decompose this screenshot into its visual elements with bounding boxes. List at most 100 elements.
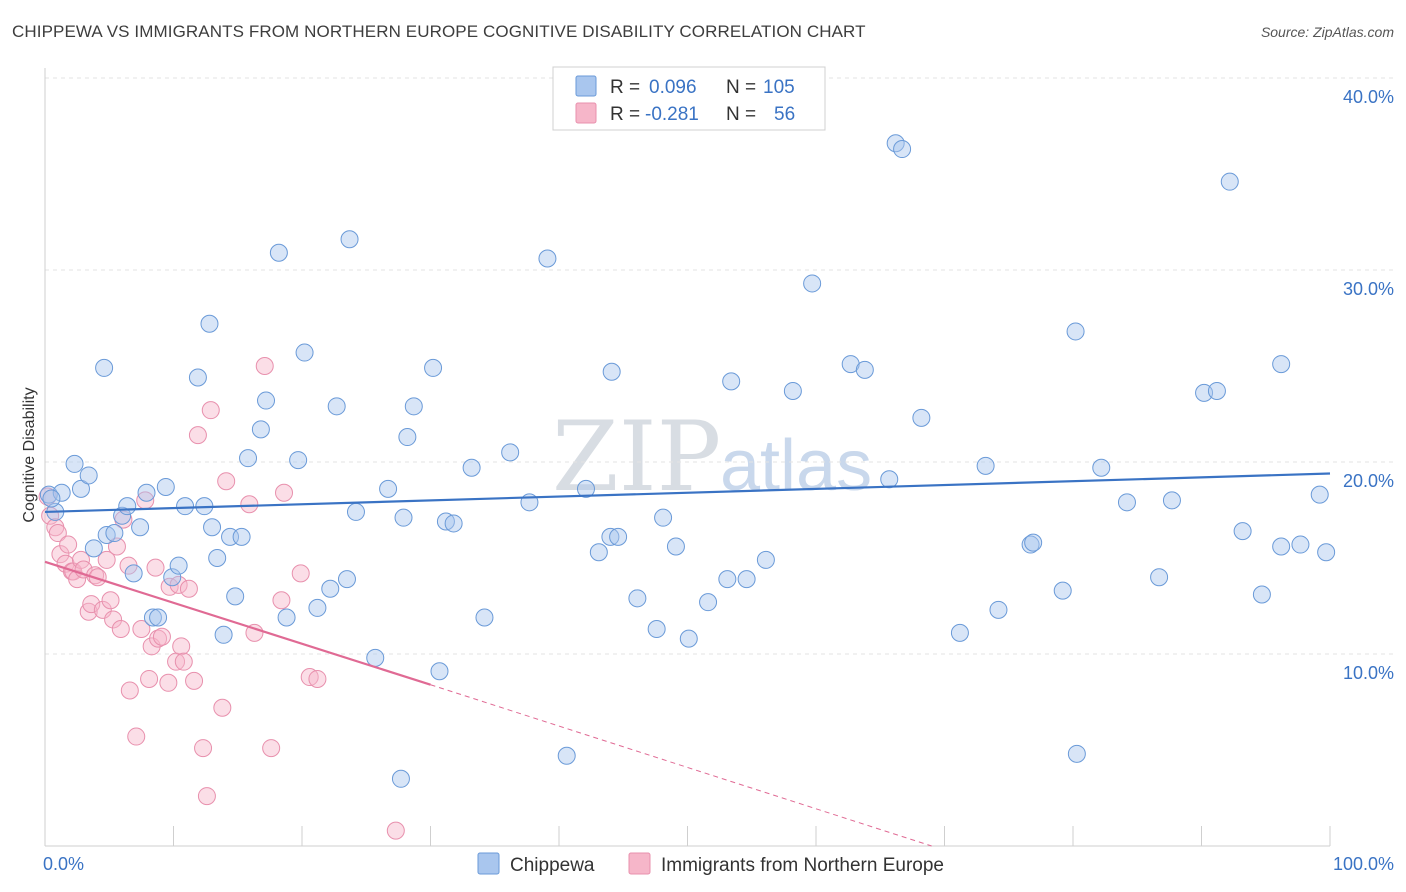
point-immigrants-6: [59, 535, 78, 554]
point-chippewa-34: [277, 608, 296, 627]
point-immigrants-46: [217, 472, 236, 491]
point-chippewa-77: [855, 360, 874, 379]
point-chippewa-66: [654, 508, 673, 527]
y-tick-label-3: 40.0%: [1343, 87, 1394, 107]
point-chippewa-72: [737, 570, 756, 589]
point-chippewa-21: [188, 368, 207, 387]
point-chippewa-30: [239, 449, 258, 468]
point-chippewa-40: [337, 570, 356, 589]
point-chippewa-60: [589, 543, 608, 562]
legend-r-label-1: R =: [610, 77, 640, 98]
point-chippewa-68: [679, 629, 698, 648]
point-chippewa-85: [1021, 535, 1040, 554]
point-chippewa-49: [424, 358, 443, 377]
point-immigrants-54: [300, 668, 319, 687]
grid-lines: [45, 77, 1395, 655]
point-chippewa-73: [756, 550, 775, 569]
point-chippewa-12: [124, 564, 143, 583]
point-immigrants-38: [174, 652, 193, 671]
point-immigrants-40: [185, 671, 204, 690]
point-chippewa-44: [379, 479, 398, 498]
y-tick-labels: 10.0% 20.0% 30.0% 40.0%: [1343, 87, 1394, 683]
point-immigrants-20: [107, 537, 126, 556]
source-label: Source: ZipAtlas.com: [1260, 24, 1394, 40]
point-chippewa-62: [602, 362, 621, 381]
point-chippewa-31: [251, 420, 270, 439]
legend-n-value-1: 105: [763, 77, 795, 98]
point-chippewa-32: [257, 391, 276, 410]
point-chippewa-96: [1220, 172, 1239, 191]
point-chippewa-82: [950, 623, 969, 642]
legend-n-label-1: N =: [726, 77, 756, 98]
point-immigrants-55: [308, 669, 327, 688]
point-chippewa-88: [1066, 322, 1085, 341]
point-chippewa-36: [295, 343, 314, 362]
point-chippewa-9: [105, 524, 124, 543]
point-immigrants-21: [111, 620, 130, 639]
legend-n-value-2: 56: [774, 104, 795, 125]
point-immigrants-39: [179, 579, 198, 598]
point-chippewa-80: [893, 140, 912, 159]
point-chippewa-38: [321, 579, 340, 598]
point-immigrants-24: [120, 681, 139, 700]
point-chippewa-64: [628, 589, 647, 608]
point-chippewa-54: [475, 608, 494, 627]
point-immigrants-18: [101, 591, 120, 610]
point-chippewa-45: [391, 769, 410, 788]
x-tick-label-0: 0.0%: [43, 854, 84, 874]
point-immigrants-26: [132, 620, 151, 639]
point-immigrants-50: [262, 739, 281, 758]
x-tick-label-1: 100.0%: [1333, 854, 1394, 874]
point-chippewa-7: [95, 358, 114, 377]
y-tick-label-2: 30.0%: [1343, 279, 1394, 299]
point-chippewa-59: [576, 479, 595, 498]
point-chippewa-89: [1067, 744, 1086, 763]
point-chippewa-5: [79, 466, 98, 485]
x-tick-labels: 0.0% 100.0%: [43, 854, 1394, 874]
point-chippewa-3: [65, 454, 84, 473]
point-chippewa-53: [462, 458, 481, 477]
point-chippewa-69: [699, 593, 718, 612]
trend-line-chippewa: [44, 472, 1331, 514]
point-chippewa-35: [289, 451, 308, 470]
point-immigrants-37: [172, 637, 191, 656]
point-chippewa-71: [722, 372, 741, 391]
point-chippewa-37: [308, 598, 327, 617]
point-chippewa-10: [113, 506, 132, 525]
watermark-atlas: atlas: [720, 426, 872, 506]
bottom-legend-chippewa: Chippewa: [510, 855, 595, 876]
point-chippewa-39: [327, 397, 346, 416]
point-chippewa-95: [1207, 381, 1226, 400]
point-chippewa-50: [430, 662, 449, 681]
point-chippewa-63: [609, 527, 628, 546]
point-chippewa-19: [169, 556, 188, 575]
point-chippewa-101: [1291, 535, 1310, 554]
bottom-legend: Chippewa Immigrants from Northern Europe: [477, 852, 944, 876]
point-chippewa-97: [1233, 522, 1252, 541]
point-immigrants-13: [82, 595, 101, 614]
point-chippewa-83: [976, 456, 995, 475]
legend-r-label-2: R =: [610, 104, 640, 125]
point-chippewa-29: [232, 527, 251, 546]
point-chippewa-23: [200, 314, 219, 333]
legend-swatch-chippewa: [575, 75, 597, 97]
point-chippewa-6: [84, 539, 103, 558]
point-chippewa-4: [71, 479, 90, 498]
point-chippewa-14: [137, 483, 156, 502]
point-chippewa-90: [1092, 458, 1111, 477]
point-immigrants-49: [255, 357, 274, 375]
point-immigrants-9: [68, 570, 87, 589]
bottom-legend-immigrants: Immigrants from Northern Europe: [661, 855, 944, 876]
point-immigrants-17: [97, 550, 116, 569]
point-chippewa-100: [1272, 355, 1291, 374]
point-chippewa-33: [269, 243, 288, 262]
point-chippewa-8: [97, 525, 116, 544]
y-tick-label-1: 20.0%: [1343, 471, 1394, 491]
legend-box: R = 0.096 N = 105 R = -0.281 N = 56: [552, 66, 826, 131]
point-chippewa-75: [803, 274, 822, 293]
point-chippewa-43: [366, 648, 385, 667]
point-immigrants-25: [127, 727, 146, 746]
point-chippewa-13: [131, 518, 150, 537]
point-chippewa-11: [118, 497, 137, 516]
